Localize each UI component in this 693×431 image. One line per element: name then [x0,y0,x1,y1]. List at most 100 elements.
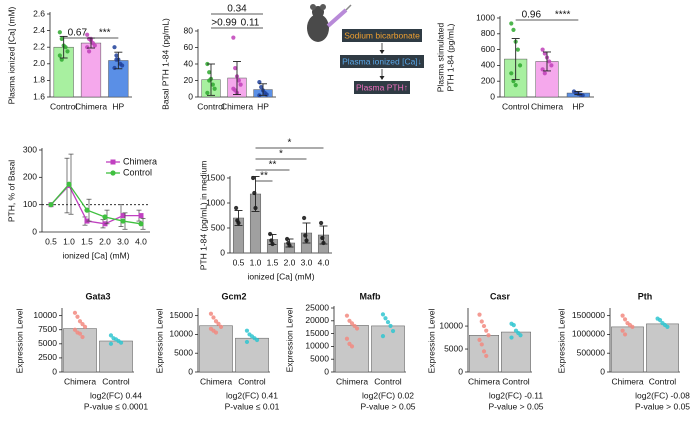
data-point [213,319,219,324]
data-point [257,80,262,85]
x-tick-label: 2.0 [99,236,111,246]
data-point [513,83,518,88]
data-point [259,85,264,90]
mouse-ear [310,4,316,10]
x-tick-label: Chimera [64,376,96,386]
chart-title: Gcm2 [221,291,246,301]
chart-title: Gata3 [85,291,110,301]
data-point [479,319,484,324]
series-line [50,183,142,225]
data-point [511,27,516,32]
data-point [509,335,514,340]
chart-title: Casr [490,291,511,301]
y-tick-label: 0 [458,366,463,376]
note: P-value > 0.05 [360,401,415,411]
legend-marker [110,159,116,165]
bar [646,323,679,373]
note: log2(FC) 0.44 [90,390,142,400]
step-box [342,29,422,42]
data-point [380,334,386,339]
x-tick-label: 1.0 [63,236,75,246]
y-tick-label: 2500 [38,352,57,362]
mouse-ear [320,4,326,10]
data-point [92,43,97,48]
data-point [77,331,83,336]
data-point [484,353,489,359]
data-point [509,71,514,76]
x-tick-label: Chimera [611,376,643,386]
data-point [59,36,64,42]
data-point [479,342,484,347]
data-point [383,316,388,321]
y-tick-label: 10000 [33,310,57,320]
note: log2(FC) 0.41 [226,390,278,400]
data-point [218,324,224,330]
data-point [630,324,635,330]
x-tick-label: 4.0 [135,236,147,246]
bar [335,325,369,373]
y-tick-label: 800 [481,28,495,38]
x-tick-label: Control [50,101,78,111]
x-tick-label: 1.5 [267,257,279,267]
data-point [540,67,545,72]
data-point [542,71,547,76]
marker [84,207,90,213]
x-tick-label: 1.5 [81,236,93,246]
y-tick-label: 15000 [305,328,329,338]
y-tick-label: 1000 [476,12,495,22]
y-tick-label: 10000 [305,341,329,351]
y-tick-label: 1.6 [33,91,45,101]
data-point [207,78,212,83]
y-tick-label: 2.2 [33,41,45,51]
legend-label: Control [123,167,152,177]
data-point [390,328,396,334]
data-point [302,215,307,221]
bar [99,340,133,373]
y-axis-title: PTH, % of Basal [6,160,16,222]
significance-label: **** [555,10,571,21]
marker [48,202,54,208]
chart-title: Mafb [360,291,381,301]
y-tick-label: 60 [184,42,194,52]
data-point [580,93,585,98]
data-point [114,57,119,62]
data-point [86,49,92,54]
x-tick-label: Control [102,376,130,386]
data-point [211,315,216,320]
data-point [484,328,489,333]
y-tick-label: 20 [184,75,194,85]
data-point [547,59,552,64]
step-label: Plasma PTH↑ [356,82,408,92]
data-point [347,318,352,323]
step-label: Sodium bicarbonate [344,30,420,40]
data-point [63,45,68,50]
data-point [254,337,260,343]
x-tick-label: Chimera [75,101,107,111]
significance-label: * [288,138,292,149]
data-point [481,323,487,329]
x-tick-label: Control [238,376,266,386]
significance-label: 0.34 [227,4,247,15]
data-point [59,57,64,62]
legend-marker [110,170,116,176]
bar [469,335,499,373]
data-point [77,319,83,324]
bar [371,325,405,373]
x-tick-label: 3.0 [117,236,129,246]
y-tick-label: 0 [600,366,605,376]
y-tick-label: 1500000 [572,310,605,320]
y-tick-label: 15000 [169,310,193,320]
significance-label: *** [99,28,111,39]
data-point [385,319,391,325]
data-point [509,21,514,26]
y-tick-label: 5000 [38,338,57,348]
x-tick-label: Control [197,101,225,111]
data-point [212,86,217,91]
data-point [349,321,355,326]
data-point [210,82,215,87]
data-point [349,344,355,349]
data-point [657,318,663,323]
y-tick-label: 25000 [305,302,329,312]
step-box [340,55,424,68]
